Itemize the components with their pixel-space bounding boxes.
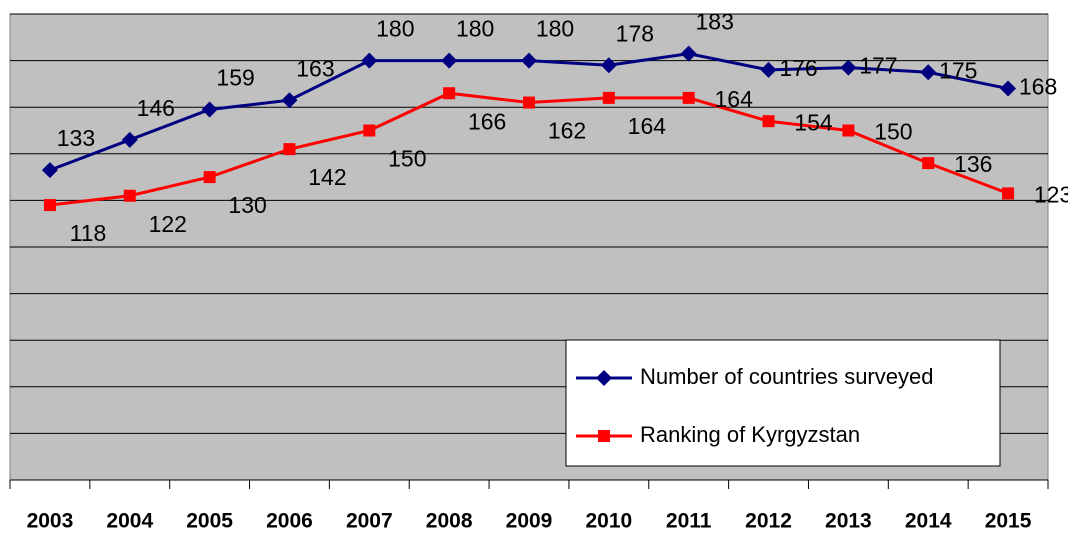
data-point <box>441 52 458 69</box>
legend-marker <box>596 370 612 386</box>
data-label: 142 <box>308 164 346 190</box>
data-label: 178 <box>616 20 654 46</box>
data-point <box>762 115 775 128</box>
data-point <box>283 143 296 156</box>
data-label: 122 <box>149 211 187 237</box>
data-label: 150 <box>388 146 426 172</box>
data-label: 130 <box>228 192 266 218</box>
data-point <box>760 61 777 78</box>
data-point <box>43 199 56 212</box>
x-tick-label: 2003 <box>27 510 74 533</box>
data-label: 162 <box>548 118 586 144</box>
data-label: 154 <box>794 109 833 135</box>
x-tick-label: 2004 <box>106 510 153 533</box>
data-point <box>840 59 857 76</box>
x-tick-label: 2013 <box>825 510 872 533</box>
data-label: 163 <box>296 55 334 81</box>
data-label: 180 <box>456 16 494 42</box>
data-label: 164 <box>715 86 754 112</box>
x-tick-label: 2008 <box>426 510 473 533</box>
data-label: 177 <box>859 53 897 79</box>
data-label: 150 <box>874 119 912 145</box>
data-point <box>443 87 456 100</box>
legend-label: Ranking of Kyrgyzstan <box>640 422 860 447</box>
legend-marker <box>598 430 610 442</box>
data-point <box>121 131 138 148</box>
data-label: 118 <box>70 220 107 246</box>
data-label: 164 <box>628 113 667 139</box>
x-tick-label: 2010 <box>585 510 632 533</box>
data-label: 180 <box>536 16 574 42</box>
x-tick-label: 2005 <box>186 510 233 533</box>
data-label: 168 <box>1019 74 1057 100</box>
x-tick-label: 2006 <box>266 510 313 533</box>
data-point <box>201 101 218 118</box>
data-point <box>920 64 937 81</box>
data-label: 166 <box>468 108 506 134</box>
data-point <box>1002 187 1015 200</box>
data-point <box>922 157 935 170</box>
data-point <box>600 57 617 74</box>
data-point <box>521 52 537 69</box>
data-point <box>842 124 855 137</box>
data-point <box>203 171 216 184</box>
data-label: 123 <box>1034 181 1068 207</box>
data-point <box>523 96 535 109</box>
x-tick-label: 2014 <box>905 510 952 533</box>
data-point <box>361 52 378 69</box>
legend <box>565 339 1001 467</box>
data-label: 180 <box>376 16 414 42</box>
data-point <box>41 162 58 179</box>
data-point <box>1000 80 1017 97</box>
data-point <box>680 45 697 62</box>
data-label: 175 <box>939 57 977 83</box>
x-tick-label: 2015 <box>985 510 1032 533</box>
data-point <box>682 91 695 104</box>
legend-label: Number of countries surveyed <box>640 364 933 389</box>
data-label: 146 <box>137 95 175 121</box>
data-label: 136 <box>954 151 992 177</box>
data-label: 133 <box>57 125 95 151</box>
x-tick-label: 2009 <box>506 510 553 533</box>
data-label: 159 <box>216 65 254 91</box>
x-tick-label: 2007 <box>346 510 393 533</box>
x-tick-label: 2011 <box>666 510 712 533</box>
data-label: 176 <box>779 55 817 81</box>
data-point <box>602 91 615 104</box>
data-point <box>363 124 376 137</box>
data-label: 183 <box>696 9 734 35</box>
x-tick-label: 2012 <box>745 510 792 533</box>
data-point <box>123 189 136 202</box>
data-point <box>281 92 298 109</box>
